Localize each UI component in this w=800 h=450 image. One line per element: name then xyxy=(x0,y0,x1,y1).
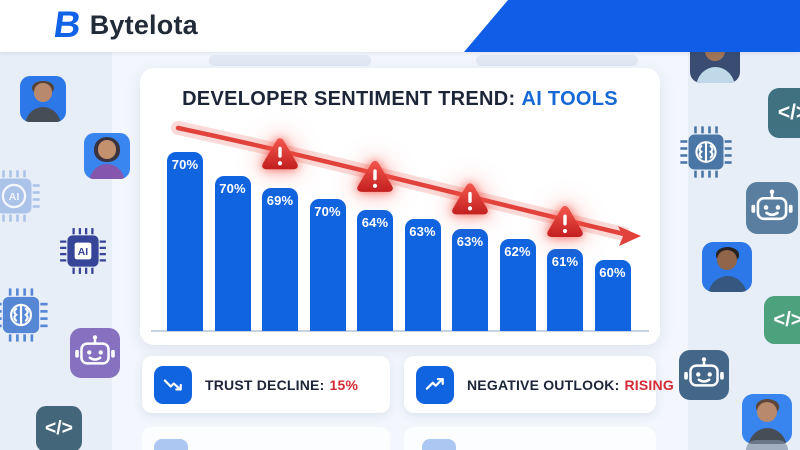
chart-title-highlight: AI TOOLS xyxy=(521,88,618,110)
brain-chip-icon xyxy=(0,286,50,344)
chart-title: DEVELOPER SENTIMENT TREND: AI TOOLS xyxy=(140,88,660,111)
code-icon: </> xyxy=(764,296,800,344)
robot-icon xyxy=(746,182,798,234)
chart-title-prefix: DEVELOPER SENTIMENT TREND: xyxy=(182,88,516,110)
robot-icon xyxy=(70,328,120,378)
trend-down-icon xyxy=(154,365,192,404)
trend-up-icon xyxy=(416,365,454,404)
stat-label: NEGATIVE OUTLOOK: xyxy=(467,376,620,393)
stat-value: 15% xyxy=(329,376,359,393)
header-bar: B Bytelota xyxy=(0,0,800,52)
developer-avatar-icon xyxy=(742,394,792,444)
stat-text: NEGATIVE OUTLOOK: RISING xyxy=(467,377,674,393)
stat-card-negative-outlook: NEGATIVE OUTLOOK: RISING xyxy=(404,356,674,413)
stat-value: RISING xyxy=(624,376,674,393)
faded-card xyxy=(476,55,638,66)
developer-avatar-icon xyxy=(20,76,66,122)
faded-card xyxy=(209,55,371,66)
faded-card xyxy=(404,427,656,450)
faded-icon-square xyxy=(422,439,456,450)
robot-icon xyxy=(679,350,729,400)
chart-card: DEVELOPER SENTIMENT TREND: AI TOOLS xyxy=(140,68,660,345)
developer-avatar-icon xyxy=(84,133,130,179)
ai-chip-icon: AI xyxy=(0,168,42,224)
svg-text:AI: AI xyxy=(78,247,89,258)
brain-chip-icon xyxy=(678,124,734,180)
partial-icon xyxy=(746,440,788,450)
stat-label: TRUST DECLINE: xyxy=(205,376,325,393)
stat-card-trust-decline: TRUST DECLINE: 15% xyxy=(142,356,390,413)
code-icon: </> xyxy=(768,88,800,138)
svg-text:AI: AI xyxy=(9,191,20,203)
ai-chip-icon: AI xyxy=(58,226,108,276)
developer-avatar-icon xyxy=(702,242,752,292)
faded-card xyxy=(142,427,390,450)
stat-text: TRUST DECLINE: 15% xyxy=(205,377,358,393)
header-blue-band xyxy=(463,0,800,52)
code-icon: </> xyxy=(36,406,82,450)
logo-b-icon: B xyxy=(51,4,84,45)
faded-icon-square xyxy=(154,439,188,450)
brand-logo: B Bytelota xyxy=(51,4,198,45)
brand-name: Bytelota xyxy=(89,9,198,40)
